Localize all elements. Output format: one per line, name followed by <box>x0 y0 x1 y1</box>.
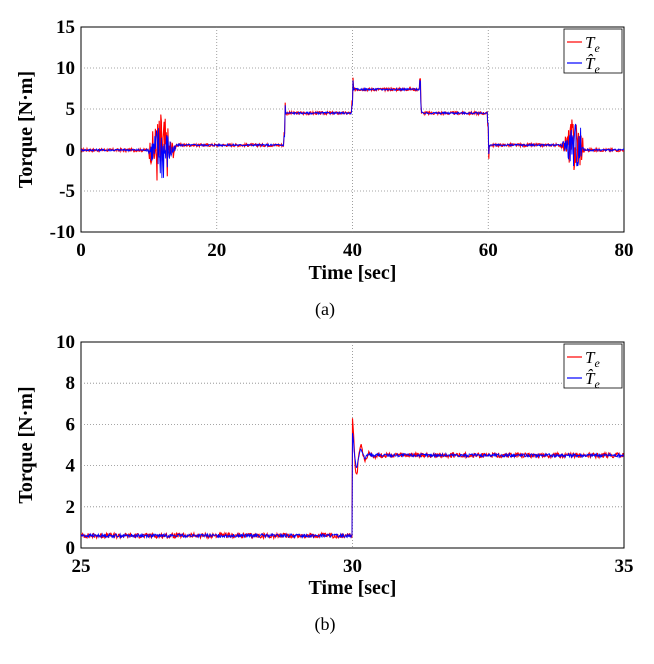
y-tick-label: 10 <box>56 58 75 79</box>
y-tick-label: 5 <box>66 99 76 120</box>
legend: TeT̂e <box>563 28 623 76</box>
x-tick-label: 25 <box>72 556 91 577</box>
series-line-te-hat <box>81 79 624 179</box>
x-tick-label: 80 <box>615 240 634 261</box>
y-tick-label: 8 <box>66 373 76 394</box>
x-tick-label: 0 <box>76 240 86 261</box>
chart-b: 25 30 35 0 2 4 6 8 10 TeT̂e Time [sec] Torque [N·m]… <box>15 332 634 635</box>
x-tick-label: 35 <box>615 556 634 577</box>
x-tick-label: 40 <box>343 240 362 261</box>
y-tick-label: -10 <box>50 222 75 243</box>
y-tick-label: 0 <box>66 140 76 161</box>
x-axis-label: Time [sec] <box>309 577 397 599</box>
subfigure-caption: (b) <box>315 614 336 635</box>
y-tick-label: 4 <box>66 456 76 477</box>
x-tick-label: 20 <box>207 240 226 261</box>
y-tick-label: -5 <box>59 181 75 202</box>
y-tick-label: 2 <box>66 497 76 518</box>
x-tick-label: 60 <box>479 240 498 261</box>
chart-a: 0 20 40 60 80 -10 -5 0 5 10 15 TeT̂e Time [sec] Torqu… <box>15 17 634 320</box>
x-tick-label: 30 <box>343 556 362 577</box>
x-axis-label: Time [sec] <box>309 262 397 284</box>
y-tick-label: 0 <box>66 538 76 559</box>
legend: TeT̂e <box>563 343 623 391</box>
y-tick-label: 15 <box>56 17 75 38</box>
y-axis-label: Torque [N·m] <box>15 386 37 503</box>
y-axis-label: Torque [N·m] <box>15 71 37 188</box>
subfigure-caption: (a) <box>315 299 335 320</box>
y-tick-label: 6 <box>66 414 76 435</box>
series-line-te-hat <box>81 433 624 540</box>
y-tick-label: 10 <box>56 332 75 353</box>
